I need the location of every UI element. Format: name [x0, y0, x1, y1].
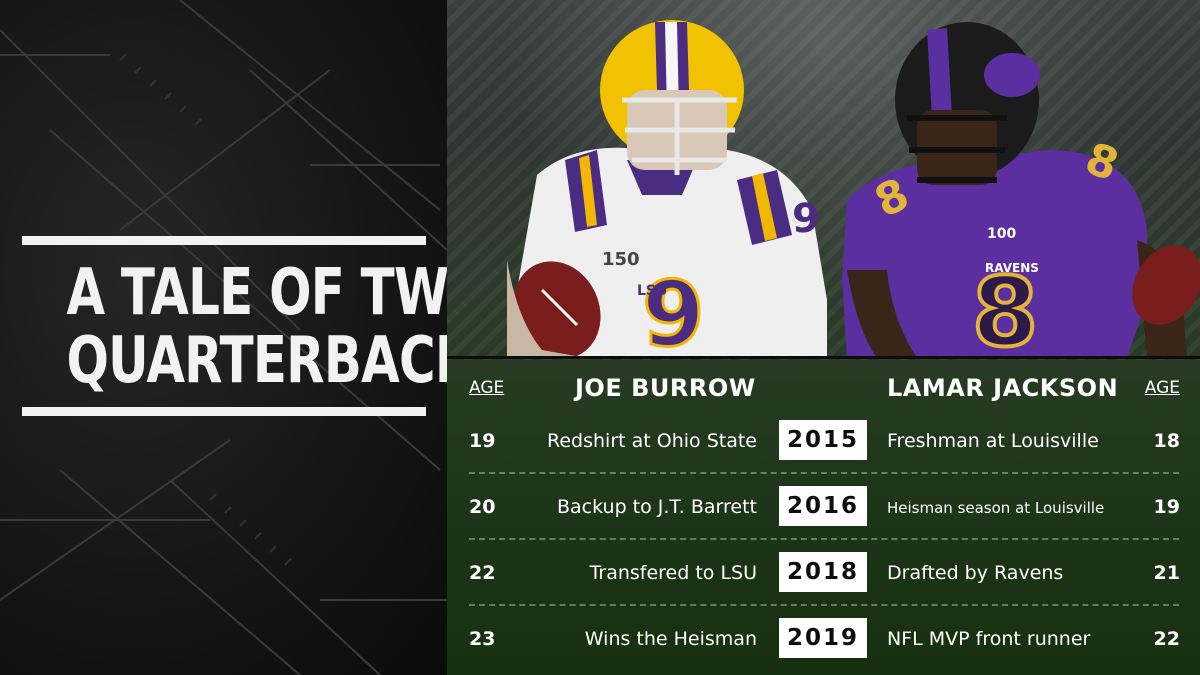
age-right: 18 — [1153, 430, 1180, 452]
svg-text:RAVENS: RAVENS — [985, 261, 1039, 275]
event-right: Freshman at Louisville — [887, 430, 1099, 452]
event-right: Drafted by Ravens — [887, 562, 1064, 584]
year-badge: 2015 — [779, 420, 867, 460]
year-badge: 2019 — [779, 618, 867, 658]
page-title: A TALE OF TWO QUARTERBACKS — [66, 245, 447, 407]
player-name-right: LAMAR JACKSON — [887, 374, 1119, 402]
age-left: 19 — [469, 430, 496, 452]
title-panel: A TALE OF TWO QUARTERBACKS — [0, 0, 447, 675]
comparison-table: AGE JOE BURROW LAMAR JACKSON AGE 19 Reds… — [447, 360, 1200, 675]
age-left: 20 — [469, 496, 496, 518]
svg-text:8: 8 — [972, 258, 1038, 358]
right-player-image: 8 8 8 RAVENS 100 — [842, 22, 1200, 358]
title-block: A TALE OF TWO QUARTERBACKS — [22, 236, 447, 416]
svg-text:LSU: LSU — [637, 283, 667, 299]
age-right: 19 — [1153, 496, 1180, 518]
table-row: 20 Backup to J.T. Barrett 2016 Heisman s… — [447, 474, 1200, 540]
age-header-left: AGE — [469, 378, 505, 398]
svg-text:150: 150 — [602, 249, 640, 270]
svg-text:100: 100 — [987, 226, 1016, 242]
section-divider — [447, 356, 1200, 359]
age-left: 23 — [469, 628, 496, 650]
event-left: Transfered to LSU — [589, 562, 757, 584]
table-row: 22 Transfered to LSU 2018 Drafted by Rav… — [447, 540, 1200, 606]
title-bottom-rule — [22, 407, 426, 416]
year-badge: 2016 — [779, 486, 867, 526]
comparison-panel: 9 9 150 LSU 8 8 8 RAVENS 100 — [447, 0, 1200, 675]
age-right: 21 — [1153, 562, 1180, 584]
event-right: Heisman season at Louisville — [887, 499, 1105, 517]
table-row: 23 Wins the Heisman 2019 NFL MVP front r… — [447, 606, 1200, 672]
year-badge: 2018 — [779, 552, 867, 592]
age-right: 22 — [1153, 628, 1180, 650]
title-top-rule — [22, 236, 426, 245]
left-player-image: 9 9 150 LSU — [507, 20, 827, 358]
event-left: Wins the Heisman — [584, 628, 757, 650]
row-separator — [469, 604, 1179, 606]
title-line-2: QUARTERBACKS — [66, 324, 447, 398]
event-left: Backup to J.T. Barrett — [556, 496, 757, 518]
title-line-1: A TALE OF TWO — [66, 256, 447, 330]
player-name-left: JOE BURROW — [575, 374, 756, 402]
event-left: Redshirt at Ohio State — [547, 430, 757, 452]
row-separator — [469, 538, 1179, 540]
age-left: 22 — [469, 562, 496, 584]
age-header-right: AGE — [1144, 378, 1180, 398]
table-row: 19 Redshirt at Ohio State 2015 Freshman … — [447, 408, 1200, 474]
svg-text:9: 9 — [792, 196, 820, 242]
event-right: NFL MVP front runner — [887, 628, 1091, 650]
field-lines-decoration — [0, 0, 447, 675]
row-separator — [469, 472, 1179, 474]
svg-text:9: 9 — [642, 262, 705, 358]
players-photo: 9 9 150 LSU 8 8 8 RAVENS 100 — [507, 20, 1200, 358]
